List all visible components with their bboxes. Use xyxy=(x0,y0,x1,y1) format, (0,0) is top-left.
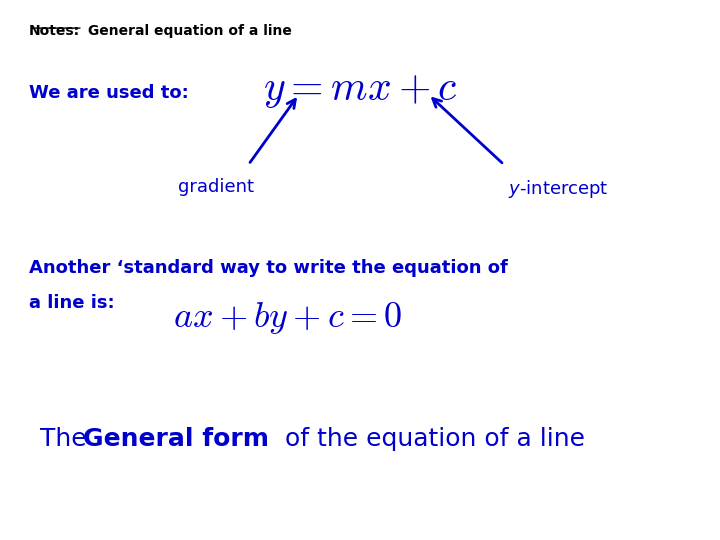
Text: The: The xyxy=(40,427,94,450)
Text: $y = mx + c$: $y = mx + c$ xyxy=(263,68,457,110)
Text: of the equation of a line: of the equation of a line xyxy=(277,427,585,450)
Text: Notes:: Notes: xyxy=(29,24,80,38)
Text: We are used to:: We are used to: xyxy=(29,84,189,102)
Text: a line is:: a line is: xyxy=(29,294,114,312)
Text: $y$-intercept: $y$-intercept xyxy=(508,178,608,200)
Text: gradient: gradient xyxy=(178,178,254,196)
Text: General equation of a line: General equation of a line xyxy=(83,24,292,38)
Text: Another ‘standard way to write the equation of: Another ‘standard way to write the equat… xyxy=(29,259,508,277)
Text: $ax + by + c = 0$: $ax + by + c = 0$ xyxy=(174,300,402,336)
Text: General form: General form xyxy=(83,427,269,450)
